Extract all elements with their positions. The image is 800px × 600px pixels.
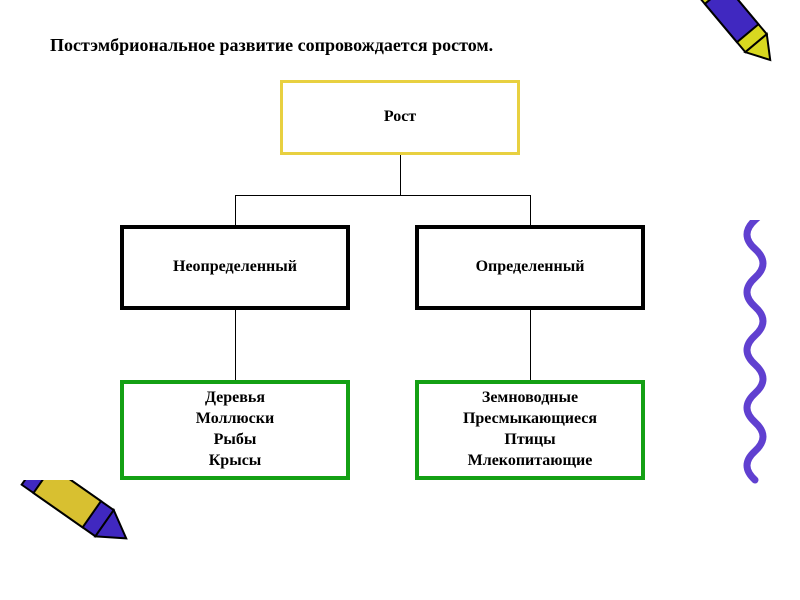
node-left: Неопределенный	[120, 225, 350, 310]
crayon-top-right-icon	[680, 0, 800, 140]
node-root: Рост	[280, 80, 520, 155]
crayon-bottom-left-icon	[10, 480, 170, 600]
node-left-leaf-label: ДеревьяМоллюскиРыбыКрысы	[196, 388, 274, 471]
node-right-label: Определенный	[476, 257, 585, 278]
node-left-label: Неопределенный	[173, 257, 297, 278]
node-right-leaf-label: ЗемноводныеПресмыкающиесяПтицыМлекопитаю…	[463, 388, 597, 471]
squiggle-right-icon	[725, 220, 785, 520]
page-title: Постэмбриональное развитие сопровождаетс…	[50, 35, 493, 56]
node-right: Определенный	[415, 225, 645, 310]
node-right-leaf: ЗемноводныеПресмыкающиесяПтицыМлекопитаю…	[415, 380, 645, 480]
node-left-leaf: ДеревьяМоллюскиРыбыКрысы	[120, 380, 350, 480]
node-root-label: Рост	[384, 107, 416, 128]
